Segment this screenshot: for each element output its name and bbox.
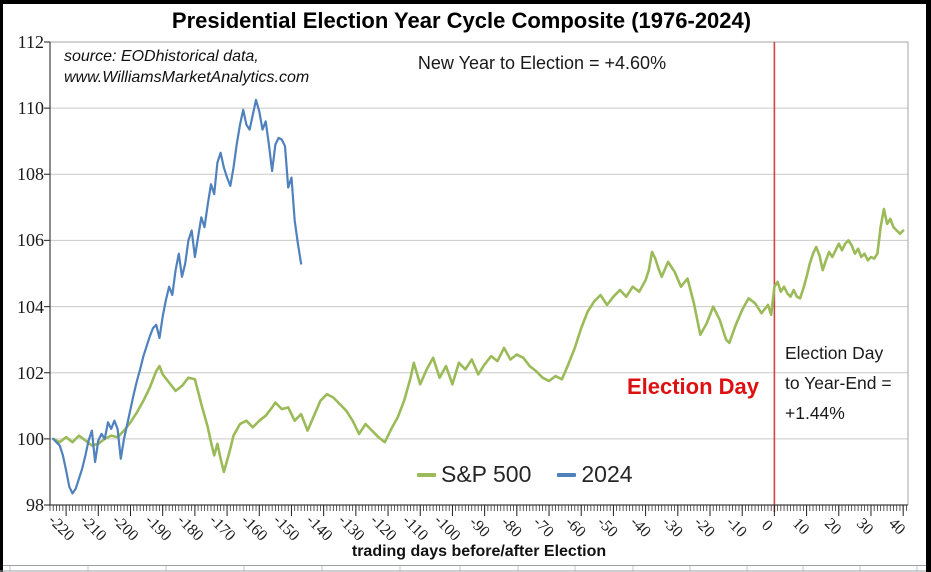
2024-line xyxy=(52,98,303,495)
chart-title: Presidential Election Year Cycle Composi… xyxy=(171,8,752,33)
y-tick-label: 100 xyxy=(17,428,44,449)
frame-top-border xyxy=(0,0,931,4)
annotation-new-year-to-election: New Year to Election = +4.60% xyxy=(417,53,667,73)
legend-item-2024: 2024 xyxy=(557,461,633,488)
source-line-2: www.WilliamsMarketAnalytics.com xyxy=(64,69,310,86)
y-tick-label: 104 xyxy=(17,296,44,317)
y-tick-label: 102 xyxy=(17,362,44,383)
legend-item-sp500: S&P 500 xyxy=(417,461,531,488)
legend: S&P 500 2024 xyxy=(417,461,633,488)
sp500-legend-swatch xyxy=(417,472,436,477)
annotation-line: +1.44% xyxy=(785,403,845,423)
y-tick-label: 112 xyxy=(17,32,44,52)
annotation-election-day: Election Day xyxy=(626,374,760,399)
sp500-line xyxy=(51,207,905,474)
annotation-line: to Year-End = xyxy=(785,373,892,393)
frame-left-border xyxy=(0,0,3,572)
sp500-legend-label: S&P 500 xyxy=(441,461,532,487)
2024-legend-label: 2024 xyxy=(581,461,633,487)
y-tick-label: 98 xyxy=(26,495,44,515)
x-axis-title: trading days before/after Election xyxy=(351,543,607,560)
y-tick-label: 110 xyxy=(17,98,44,119)
annotation-line: Election Day xyxy=(785,343,884,363)
frame-right-border xyxy=(926,0,931,572)
y-tick-label: 106 xyxy=(17,230,44,251)
y-tick-label: 108 xyxy=(17,164,44,185)
annotation-election-to-yearend: Election Day to Year-End = +1.44% xyxy=(785,338,921,428)
2024-legend-swatch xyxy=(557,472,577,477)
source-line-1: source: EODhistorical data, xyxy=(64,48,259,65)
source-note: source: EODhistorical data, www.Williams… xyxy=(64,46,309,88)
